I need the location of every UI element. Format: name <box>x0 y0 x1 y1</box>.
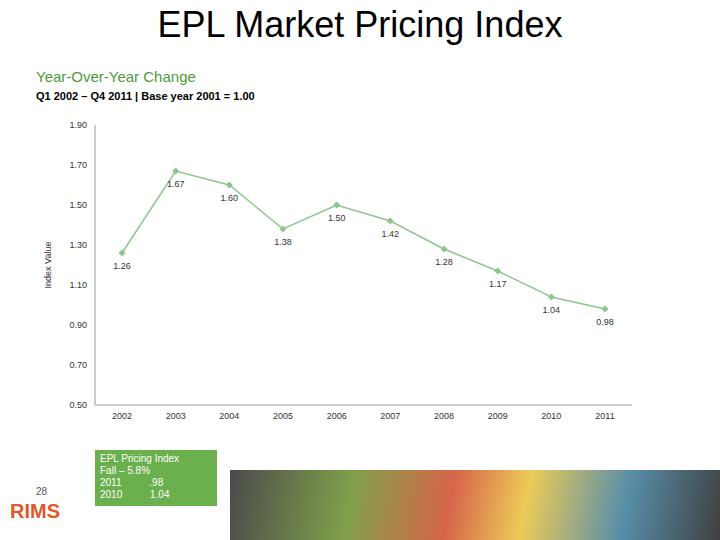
html-text:Q1 2002 – Q4 2011 | Base year: Q1 2002 – Q4 2011 | Base year 2001 = 1.0… <box>36 90 255 102</box>
svg-text:0.70: 0.70 <box>69 360 87 370</box>
svg-text:1.26: 1.26 <box>113 261 131 271</box>
svg-text:2008: 2008 <box>434 411 454 421</box>
svg-text:1.90: 1.90 <box>69 120 87 130</box>
svg-text:0.90: 0.90 <box>69 320 87 330</box>
svg-text:2004: 2004 <box>219 411 239 421</box>
html-text:28: 28 <box>36 486 48 497</box>
svg-text:1.38: 1.38 <box>274 237 292 247</box>
html-text:EPL Market Pricing Index: EPL Market Pricing Index <box>157 4 563 45</box>
html-text:RIMS: RIMS <box>10 500 60 522</box>
html-text:2010 1.04: 2010 1.04 <box>100 489 170 500</box>
svg-text:1.70: 1.70 <box>69 160 87 170</box>
svg-text:1.28: 1.28 <box>435 257 453 267</box>
svg-text:2003: 2003 <box>166 411 186 421</box>
svg-text:2005: 2005 <box>273 411 293 421</box>
svg-text:2006: 2006 <box>327 411 347 421</box>
svg-text:1.60: 1.60 <box>221 193 239 203</box>
svg-text:1.42: 1.42 <box>382 229 400 239</box>
svg-text:Index Value: Index Value <box>43 242 53 289</box>
svg-text:2002: 2002 <box>112 411 132 421</box>
svg-text:2009: 2009 <box>488 411 508 421</box>
html-text:Year-Over-Year Change: Year-Over-Year Change <box>36 68 196 85</box>
svg-text:1.04: 1.04 <box>543 305 561 315</box>
svg-text:1.10: 1.10 <box>69 280 87 290</box>
svg-text:1.50: 1.50 <box>69 200 87 210</box>
svg-text:0.98: 0.98 <box>596 317 614 327</box>
svg-text:2010: 2010 <box>541 411 561 421</box>
svg-text:2011: 2011 <box>595 411 614 421</box>
svg-text:1.67: 1.67 <box>167 179 185 189</box>
svg-text:0.50: 0.50 <box>69 400 87 410</box>
svg-text:1.50: 1.50 <box>328 213 346 223</box>
svg-text:1.30: 1.30 <box>69 240 87 250</box>
svg-text:1.17: 1.17 <box>489 279 507 289</box>
svg-text:2007: 2007 <box>380 411 400 421</box>
html-text:EPL Pricing Index: EPL Pricing Index <box>100 453 180 464</box>
html-text:Fall – 5.8%: Fall – 5.8% <box>100 465 150 476</box>
html-text:2011 .98: 2011 .98 <box>100 477 164 488</box>
